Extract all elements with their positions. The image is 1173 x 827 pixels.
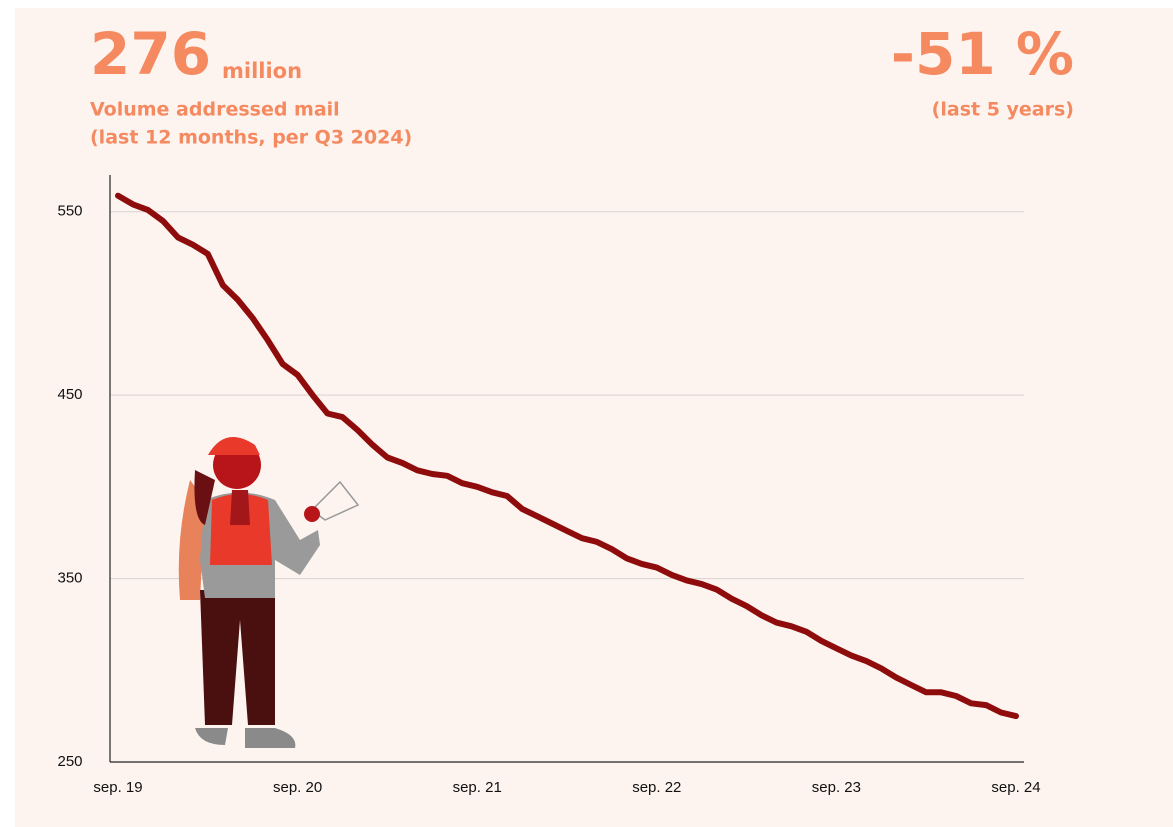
mail-carrier-illustration — [178, 437, 360, 748]
subtitle: Volume addressed mail — [90, 99, 340, 121]
x-tick-label: sep. 21 — [453, 779, 502, 796]
x-tick-label: sep. 20 — [273, 779, 322, 796]
annotation-note: (last 5 years) — [932, 99, 1074, 121]
annotation: -51 % — [891, 20, 1074, 88]
data-line — [115, 192, 1019, 720]
x-tick-label: sep. 22 — [632, 779, 681, 796]
y-tick-label: 450 — [57, 386, 82, 403]
subtitle-note: (last 12 months, per Q3 2024) — [90, 127, 412, 149]
y-tick-label: 350 — [57, 570, 82, 587]
x-tick-label: sep. 19 — [93, 779, 142, 796]
y-tick-label: 250 — [57, 753, 82, 770]
x-tick-label: sep. 24 — [991, 779, 1040, 796]
y-tick-label: 550 — [57, 203, 82, 220]
headline-unit: million — [222, 59, 302, 83]
headline-value: 276 — [90, 20, 211, 88]
x-tick-label: sep. 23 — [812, 779, 861, 796]
